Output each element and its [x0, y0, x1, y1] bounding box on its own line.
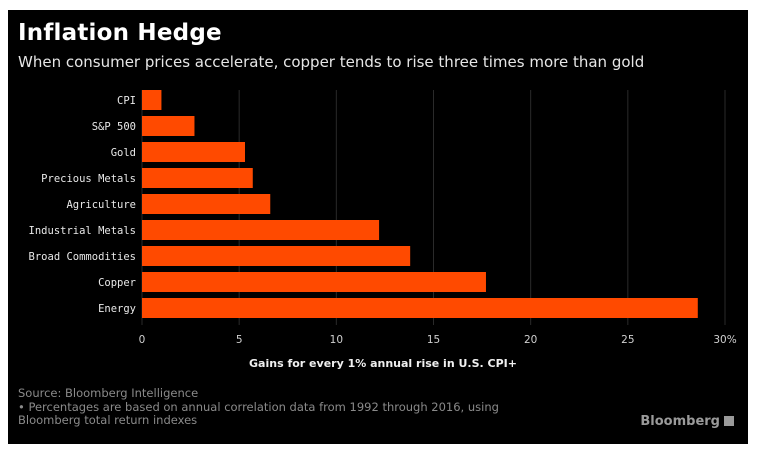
x-tick-label: 25: [621, 334, 634, 346]
category-label: CPI: [117, 95, 136, 107]
chart-panel: Inflation Hedge When consumer prices acc…: [8, 10, 748, 444]
chart-subtitle: When consumer prices accelerate, copper …: [18, 53, 645, 71]
bar: [142, 142, 245, 162]
category-label: Energy: [98, 303, 136, 315]
category-label: Copper: [98, 277, 136, 289]
bloomberg-square-icon: [724, 416, 734, 426]
category-label: Broad Commodities: [29, 251, 136, 263]
source-note: Source: Bloomberg Intelligence: [18, 386, 199, 400]
x-tick-label: 30%: [713, 334, 736, 346]
x-tick-label: 10: [330, 334, 343, 346]
footnote-line-2: Bloomberg total return indexes: [18, 413, 198, 427]
bar: [142, 298, 698, 318]
brand-text: Bloomberg: [640, 414, 720, 429]
chart-title: Inflation Hedge: [18, 20, 222, 46]
x-tick-label: 5: [236, 334, 243, 346]
category-label: Precious Metals: [41, 173, 136, 185]
bar: [142, 246, 411, 266]
bars: [142, 90, 698, 318]
category-label: Gold: [111, 147, 136, 159]
bloomberg-logo: Bloomberg: [640, 414, 734, 429]
bar: [142, 272, 486, 292]
category-label: Agriculture: [66, 199, 136, 211]
x-tick-labels: 0 5 10 15 20 25 30%: [139, 334, 737, 346]
bar: [142, 194, 271, 214]
category-label: Industrial Metals: [29, 225, 136, 237]
bar: [142, 168, 253, 188]
category-labels: CPI S&P 500 Gold Precious Metals Agriculture…: [29, 95, 136, 315]
bar: [142, 220, 380, 240]
category-label: S&P 500: [92, 121, 136, 133]
x-axis-label: Gains for every 1% annual rise in U.S. C…: [249, 357, 517, 370]
x-tick-label: 20: [524, 334, 537, 346]
bar: [142, 116, 195, 136]
bar-chart: CPI S&P 500 Gold Precious Metals Agriculture…: [29, 90, 737, 370]
x-tick-label: 0: [139, 334, 146, 346]
bar: [142, 90, 162, 110]
x-tick-label: 15: [427, 334, 440, 346]
footnote-line-1: • Percentages are based on annual correl…: [18, 400, 499, 414]
